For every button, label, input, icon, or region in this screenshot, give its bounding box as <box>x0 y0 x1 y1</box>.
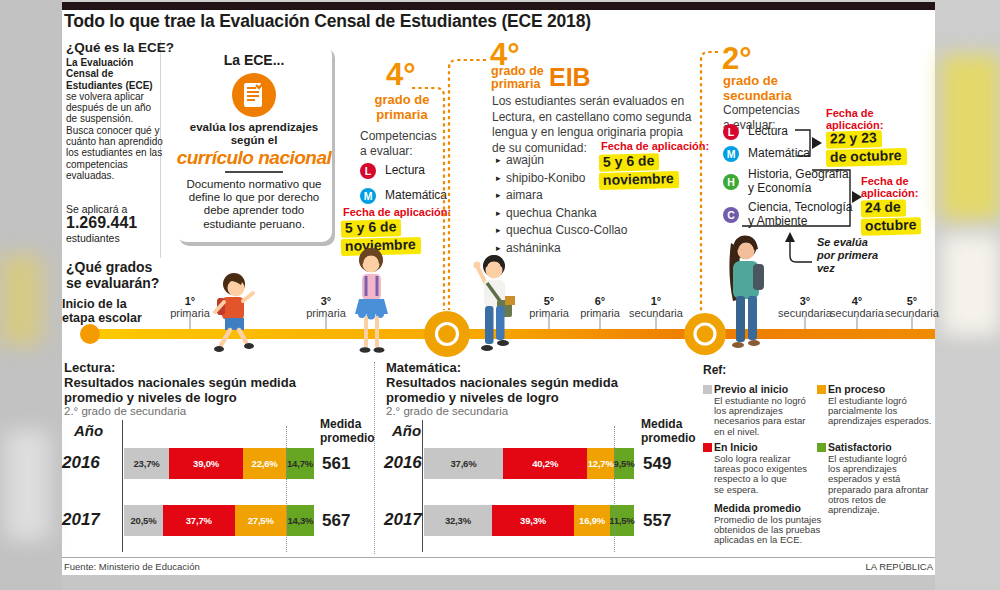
bar-segment: 37,6% <box>424 448 503 479</box>
bar-segment-label: 39,0% <box>193 458 219 469</box>
legend-body: Promedio de los puntajes obtenidos de la… <box>714 515 823 546</box>
first-time-arrowhead <box>785 232 795 242</box>
bar-row-2016: 37,6% 40,2% 12,7%9,5% <box>424 448 634 479</box>
chart-subtitle: 2.° grado de secundaria <box>64 405 186 417</box>
grade2-timeline-marker <box>684 313 726 355</box>
reference-dotted-line <box>286 426 288 552</box>
bar-segment-label: 11,5% <box>609 515 634 526</box>
bar-row-2017: 32,3% 39,3% 16,9% 11,5% <box>424 505 634 536</box>
bar-segment: 23,7% <box>124 448 169 479</box>
bar-segment-label: 23,7% <box>134 458 160 469</box>
reference-dotted-line <box>614 426 616 552</box>
legend-title: En Inicio <box>714 442 823 452</box>
chart-axis <box>122 420 123 552</box>
first-time-arrow-line <box>790 240 812 262</box>
bar-segment-label: 14,3% <box>287 515 313 526</box>
legend-swatch <box>703 443 712 452</box>
bar-segment: 14,3% <box>287 505 314 536</box>
timeline-start-dot <box>80 324 100 344</box>
bar-segment-label: 16,9% <box>579 515 605 526</box>
bracket-lectura-matematica <box>795 130 810 156</box>
value-column-header: Medida promedio <box>320 418 375 445</box>
bar-segment: 9,5% <box>614 448 634 479</box>
chart-axis <box>422 420 423 552</box>
year-label: 2017 <box>62 510 100 530</box>
bar-segment-label: 37,6% <box>451 458 477 469</box>
year-label: 2017 <box>384 510 422 530</box>
footer-rule <box>62 557 935 558</box>
bar-segment-label: 14,7% <box>287 458 313 469</box>
legend-heading: Ref: <box>703 363 726 377</box>
bar-segment: 16,9% <box>574 505 609 536</box>
legend-title: Previo al inicio <box>714 384 823 394</box>
medida-value: 557 <box>643 511 671 531</box>
legend-body: El estudiante no logró los aprendizajes … <box>714 396 823 437</box>
legend-satisfactorio: Satisfactorio El estudiante logró los ap… <box>817 442 937 515</box>
bar-segment-label: 32,3% <box>445 515 471 526</box>
bar-segment: 20,5% <box>124 505 163 536</box>
bar-segment-label: 39,3% <box>520 515 546 526</box>
bar-segment: 14,7% <box>286 448 314 479</box>
footer-source: Fuente: Ministerio de Educación <box>64 561 200 572</box>
grade4-timeline-marker <box>424 311 470 357</box>
legend-en-inicio: En Inicio Solo logra realizar tareas poc… <box>703 442 823 495</box>
bar-segment: 37,7% <box>163 505 235 536</box>
medida-value: 567 <box>322 511 350 531</box>
legend-previo-al-inicio: Previo al inicio El estudiante no logró … <box>703 384 823 437</box>
legend-swatch <box>817 443 826 452</box>
legend-body: El estudiante logró parcialmente los apr… <box>828 396 937 427</box>
bar-segment: 39,3% <box>492 505 575 536</box>
legend-swatch <box>703 385 712 394</box>
chart-subtitle: 2.° grado de secundaria <box>386 405 508 417</box>
bar-segment: 22,6% <box>243 448 286 479</box>
bar-segment-label: 27,5% <box>248 515 274 526</box>
bar-segment: 32,3% <box>424 505 492 536</box>
bar-segment: 27,5% <box>235 505 287 536</box>
legend-body: Solo logra realizar tareas poco exigente… <box>714 454 823 495</box>
legend-swatch <box>817 385 826 394</box>
bar-segment-label: 37,7% <box>186 515 212 526</box>
legend-medida-promedio: Medida promedio Promedio de los puntajes… <box>703 503 823 546</box>
bar-segment: 40,2% <box>503 448 587 479</box>
bar-segment-label: 12,7% <box>588 458 614 469</box>
legend-body: El estudiante logró los aprendizajes esp… <box>828 454 937 515</box>
bar-segment-label: 20,5% <box>131 515 157 526</box>
year-label: 2016 <box>384 453 422 473</box>
value-column-header: Medida promedio <box>641 418 696 445</box>
dashed-connector-grade4 <box>412 88 444 310</box>
bar-segment-label: 40,2% <box>532 458 558 469</box>
year-column-header: Año <box>392 422 421 439</box>
medida-value: 549 <box>643 454 671 474</box>
legend-title: Medida promedio <box>714 503 823 513</box>
bracket-arrow-1 <box>812 137 822 149</box>
chart-title: Lectura: Resultados nacionales según med… <box>64 360 296 405</box>
year-column-header: Año <box>74 422 103 439</box>
running-boy-illustration <box>214 273 254 352</box>
footer-brand: LA REPÚBLICA <box>735 561 933 572</box>
infographic-page: Todo lo que trae la Evaluación Censal de… <box>0 0 1000 590</box>
bracket-historia-ciencia <box>742 170 850 226</box>
bar-segment: 12,7% <box>587 448 614 479</box>
bar-segment: 39,0% <box>169 448 243 479</box>
legend-title: Satisfactorio <box>828 442 937 452</box>
dashed-connector-grade2 <box>701 52 718 312</box>
chart-title: Matemática: Resultados nacionales según … <box>386 360 618 405</box>
year-label: 2016 <box>62 453 100 473</box>
legend-title: En proceso <box>828 384 937 394</box>
legend-en-proceso: En proceso El estudiante logró parcialme… <box>817 384 937 427</box>
timeline-bar <box>80 311 935 357</box>
bar-segment-label: 22,6% <box>252 458 278 469</box>
lectura-chart: Lectura: Resultados nacionales según med… <box>62 360 374 556</box>
medida-value: 561 <box>322 454 350 474</box>
bracket-arrow-2 <box>852 191 862 203</box>
chart-divider <box>374 362 376 554</box>
matematica-chart: Matemática: Resultados nacionales según … <box>384 360 696 556</box>
bar-segment-label: 9,5% <box>614 458 635 469</box>
